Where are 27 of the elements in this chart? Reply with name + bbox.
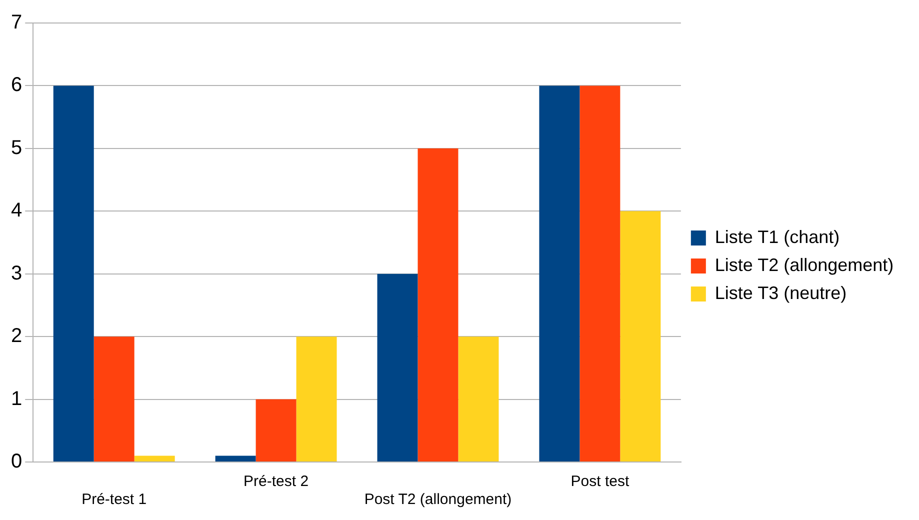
bar xyxy=(296,336,337,462)
x-tick-label: Pré-test 2 xyxy=(244,473,309,490)
x-tick-label: Post T2 (allongement) xyxy=(364,491,512,508)
bar xyxy=(418,148,458,462)
y-tick-label: 6 xyxy=(11,74,22,96)
y-tick-label: 7 xyxy=(11,12,22,34)
bar xyxy=(256,399,296,462)
bar xyxy=(580,86,620,462)
x-tick-label: Pré-test 1 xyxy=(82,491,147,508)
y-tick-label: 2 xyxy=(11,325,22,348)
legend-label: Liste T3 (neutre) xyxy=(714,282,847,303)
legend-label: Liste T1 (chant) xyxy=(714,226,840,247)
y-tick-label: 5 xyxy=(11,136,22,159)
y-tick-label: 1 xyxy=(11,388,22,410)
bar xyxy=(53,86,94,462)
y-tick-label: 0 xyxy=(11,450,22,473)
y-tick-label: 3 xyxy=(11,262,22,284)
bar xyxy=(134,456,175,462)
legend-label: Liste T2 (allongement) xyxy=(714,254,894,275)
y-tick-label: 4 xyxy=(11,200,22,222)
bar xyxy=(94,336,134,462)
x-tick-label: Post test xyxy=(570,473,630,490)
bar xyxy=(458,336,499,462)
bar xyxy=(215,456,256,462)
bar xyxy=(620,211,661,462)
bar xyxy=(539,86,580,462)
bar xyxy=(377,274,418,462)
